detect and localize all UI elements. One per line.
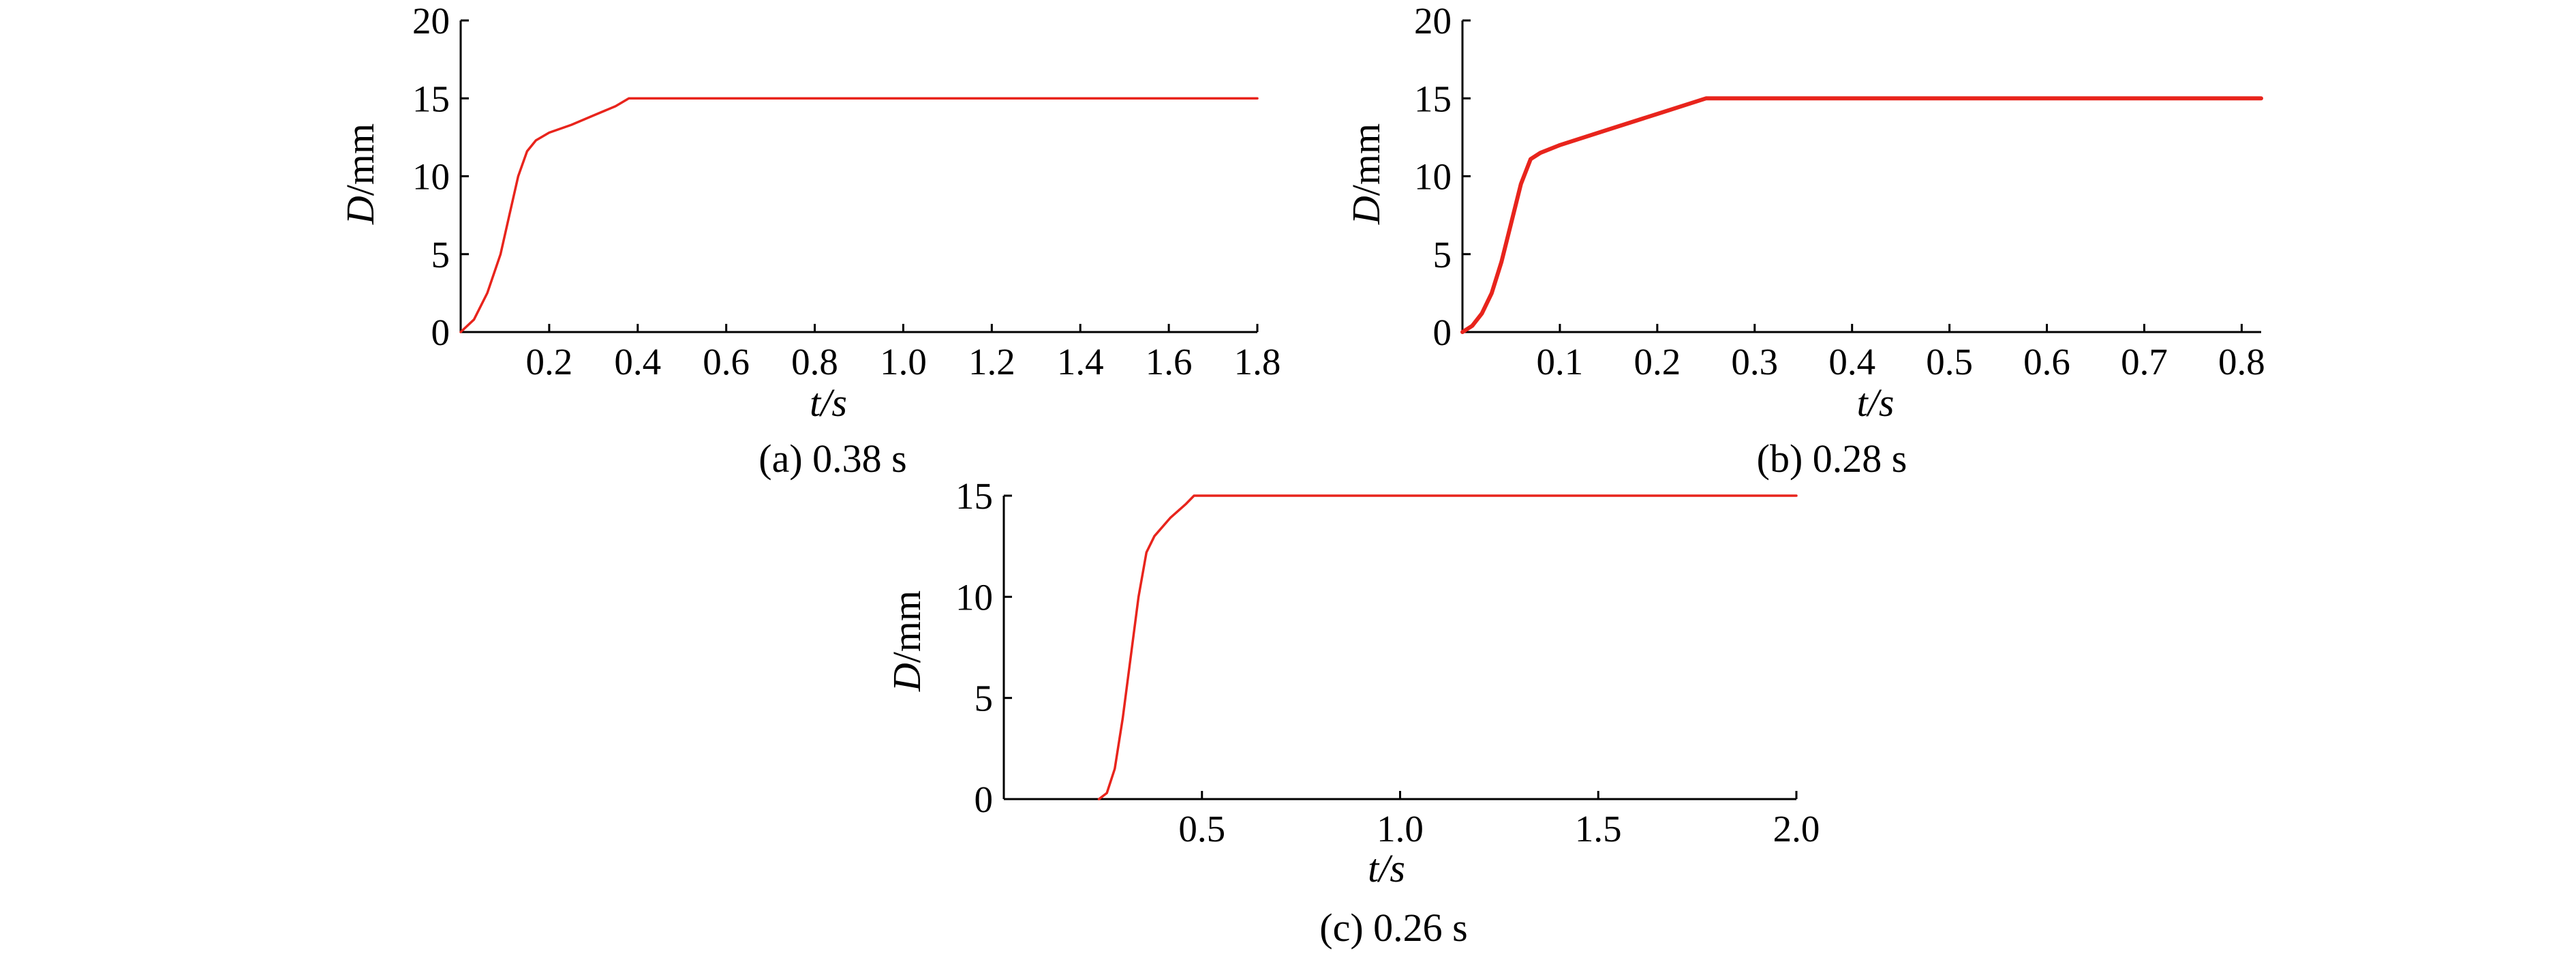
panel-b: 0.1 0.2 0.3 0.4 0.5 0.6 0.7 0.8 0 5 10 15 20 D/mm t/s (… <box>1344 0 2265 481</box>
x-tick-label: 1.0 <box>880 341 927 382</box>
x-tick-label: 1.8 <box>1234 341 1281 382</box>
x-tick-label: 0.2 <box>526 341 573 382</box>
y-tick-label: 20 <box>1414 0 1452 42</box>
panel-caption: (c) 0.26 s <box>1319 905 1467 950</box>
x-tick-label: 1.4 <box>1057 341 1104 382</box>
y-tick-label: 0 <box>975 779 994 820</box>
y-tick-label: 0 <box>431 312 450 353</box>
x-tick-label: 1.6 <box>1146 341 1193 382</box>
panel-a: 0.2 0.4 0.6 0.8 1.0 1.2 1.4 1.6 1.8 0 5 10 15 20 D/mm t… <box>338 0 1281 481</box>
x-axis-unit: /s <box>1866 380 1895 425</box>
y-axis-label: D/mm <box>1344 123 1388 225</box>
panel-caption: (b) 0.28 s <box>1757 436 1907 481</box>
x-tick-label: 0.1 <box>1537 341 1584 382</box>
y-tick-label: 10 <box>955 576 993 618</box>
y-axis-unit: /mm <box>885 590 929 663</box>
x-axis-variable: t <box>1368 846 1380 890</box>
y-axis-unit: /mm <box>1344 123 1388 196</box>
y-axis-variable: D <box>338 196 382 225</box>
y-axis-label: D/mm <box>885 590 929 692</box>
x-tick-label: 1.2 <box>968 341 1015 382</box>
x-axis-variable: t <box>1857 380 1869 425</box>
y-tick-label: 15 <box>955 475 993 517</box>
x-tick-label: 0.4 <box>614 341 661 382</box>
series-line <box>459 97 1259 333</box>
x-tick-label: 0.4 <box>1828 341 1875 382</box>
y-tick-label: 0 <box>1433 312 1452 353</box>
x-tick-label: 2.0 <box>1773 808 1820 850</box>
x-tick-label: 0.8 <box>2218 341 2265 382</box>
y-tick-label: 5 <box>975 678 994 719</box>
panel-c: 0.5 1.0 1.5 2.0 0 5 10 15 D/mm t/s (c) 0.26 s <box>885 475 1820 950</box>
x-tick-label: 0.6 <box>703 341 750 382</box>
y-tick-label: 15 <box>412 78 450 119</box>
x-tick-label: 0.5 <box>1926 341 1973 382</box>
x-tick-label: 0.5 <box>1178 808 1225 850</box>
x-tick-label: 0.2 <box>1634 341 1681 382</box>
y-tick-label: 10 <box>412 156 450 198</box>
y-axis-variable: D <box>1344 196 1388 225</box>
y-axis-label: D/mm <box>338 123 382 225</box>
x-tick-label: 0.8 <box>791 341 838 382</box>
x-axis-variable: t <box>810 380 822 425</box>
y-axis-unit: /mm <box>338 123 382 196</box>
x-axis-unit: /s <box>1377 846 1405 890</box>
y-tick-label: 10 <box>1414 156 1452 198</box>
x-tick-label: 0.3 <box>1731 341 1778 382</box>
series-line <box>1460 96 2263 334</box>
series-line <box>1097 494 1798 800</box>
y-tick-label: 5 <box>431 234 450 275</box>
x-axis-label: t/s <box>810 380 847 425</box>
x-tick-label: 0.7 <box>2121 341 2168 382</box>
x-axis-label: t/s <box>1857 380 1895 425</box>
x-axis-unit: /s <box>818 380 847 425</box>
y-tick-label: 20 <box>412 0 450 42</box>
panel-caption: (a) 0.38 s <box>758 436 906 481</box>
x-tick-label: 0.6 <box>2023 341 2070 382</box>
x-tick-label: 1.0 <box>1377 808 1424 850</box>
x-tick-label: 1.5 <box>1575 808 1622 850</box>
x-axis-label: t/s <box>1368 846 1405 890</box>
y-tick-label: 5 <box>1433 234 1452 275</box>
y-tick-label: 15 <box>1414 78 1452 119</box>
y-axis-variable: D <box>885 663 929 692</box>
